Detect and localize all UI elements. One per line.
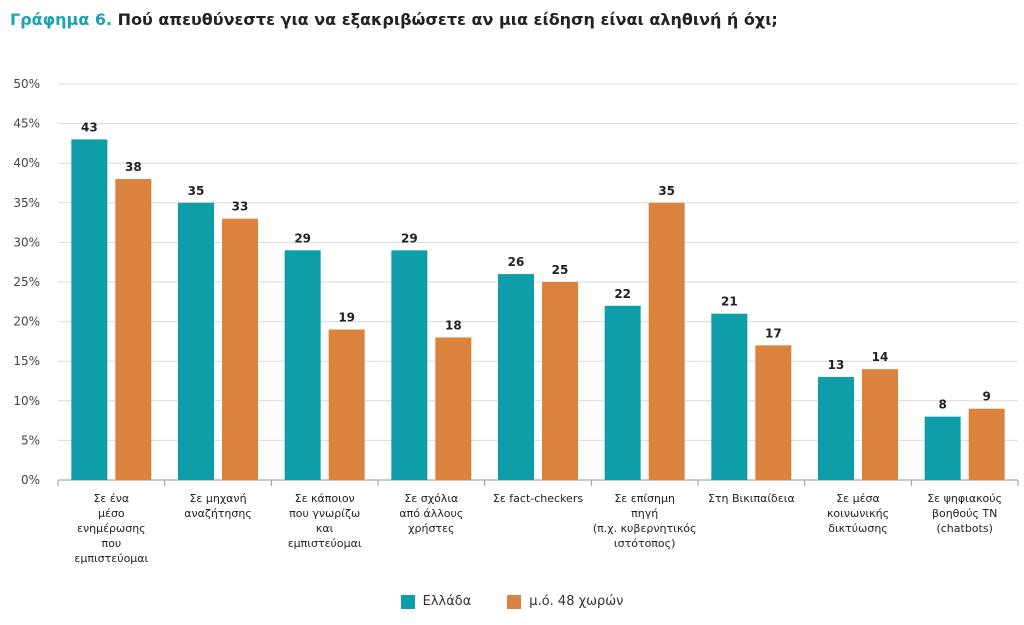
category-label: Σε ψηφιακούς [927,492,1002,505]
category-label: πηγή [631,507,658,520]
y-tick-label: 30% [13,235,40,249]
category-label: εμπιστεύομαι [288,537,362,550]
data-label: 29 [294,231,311,245]
data-label: 19 [338,311,355,325]
bar-series1 [391,250,428,480]
data-label: 33 [232,200,249,214]
y-tick-label: 40% [13,156,40,170]
y-tick-label: 0% [21,473,40,487]
bar-series1 [284,250,321,480]
data-label: 21 [721,295,738,309]
chart-title: Γράφημα 6. Πού απευθύνεστε για να εξακρι… [10,10,778,29]
category-label: εμπιστεύομαι [74,552,148,565]
legend-label-series2: μ.ό. 48 χωρών [529,594,624,609]
legend-item-series1: Ελλάδα [400,594,472,609]
data-label: 8 [938,398,946,412]
bar-series2 [328,329,365,480]
y-tick-label: 25% [13,275,40,289]
y-tick-label: 45% [13,117,40,131]
category-label: Σε ένα [93,492,129,505]
y-tick-label: 5% [21,433,40,447]
bar-series2 [755,345,792,480]
data-label: 9 [982,390,990,404]
data-label: 25 [552,263,569,277]
data-label: 18 [445,318,462,332]
y-tick-label: 15% [13,354,40,368]
bar-series2 [115,179,152,481]
bar-series2 [542,282,578,480]
legend-label-series1: Ελλάδα [422,594,472,609]
category-label: ιστότοπος) [614,537,676,550]
data-label: 13 [828,358,845,372]
y-tick-label: 35% [13,196,40,210]
category-label: που γνωρίζω [289,507,360,520]
legend-item-series2: μ.ό. 48 χωρών [507,594,623,609]
data-label: 38 [125,160,142,174]
legend-swatch-series2 [507,594,522,609]
chart-title-prefix: Γράφημα 6. [10,10,113,29]
category-label: Σε επίσημη [614,492,675,505]
bar-series2 [222,218,258,480]
category-label: μέσο [98,507,125,520]
bar-series1 [498,274,534,480]
data-label: 29 [401,231,418,245]
bar-chart: 0% 5% 10% 15% 20% 25% 30% 35% 40% 45% 50% 43 38 Σε έν… [13,77,1019,565]
legend: Ελλάδα μ.ό. 48 χωρών [0,594,1024,609]
bar-series2 [648,202,685,481]
category-label: Σε μηχανή [189,492,246,505]
data-label: 14 [872,350,889,364]
data-label: 35 [658,184,675,198]
category-label: αναζήτησης [184,507,252,520]
bar-series1 [178,202,214,481]
data-label: 26 [508,255,525,269]
category-label: Σε σχόλια [404,492,458,505]
bar-series1 [818,377,854,480]
bar-series1 [71,139,108,480]
category-label: βοηθούς ΤΝ [932,507,997,520]
category-label: από άλλους [399,507,463,520]
bar-series1 [924,416,961,480]
category-label: Σε μέσα [836,492,880,505]
category-label: και [316,522,334,535]
chart-title-text: Πού απευθύνεστε για να εξακριβώσετε αν μ… [117,10,778,29]
category-label: που [101,537,121,550]
category-label: ενημέρωσης [77,522,146,535]
bar-series1 [604,305,641,480]
y-tick-label: 10% [13,394,40,408]
y-tick-label: 50% [13,77,40,91]
category-label: δικτύωσης [828,522,888,535]
category-label: κοινωνικής [827,507,889,520]
category-label: (chatbots) [936,522,992,535]
category-label: Στη Βικιπαίδεια [708,492,795,505]
category-label: χρήστες [408,522,454,535]
data-label: 35 [188,184,205,198]
data-label: 43 [81,120,98,134]
data-label: 17 [765,326,782,340]
legend-swatch-series1 [400,594,415,609]
bar-series1 [711,313,748,480]
bar-series2 [968,408,1005,480]
bar-series2 [435,337,472,480]
category-label: Σε fact-checkers [493,492,583,505]
y-tick-label: 20% [13,315,40,329]
category-label: (π.χ. κυβερνητικός [593,522,697,535]
category-label: Σε κάποιον [295,492,355,505]
data-label: 22 [614,287,631,301]
bar-series2 [862,369,898,480]
